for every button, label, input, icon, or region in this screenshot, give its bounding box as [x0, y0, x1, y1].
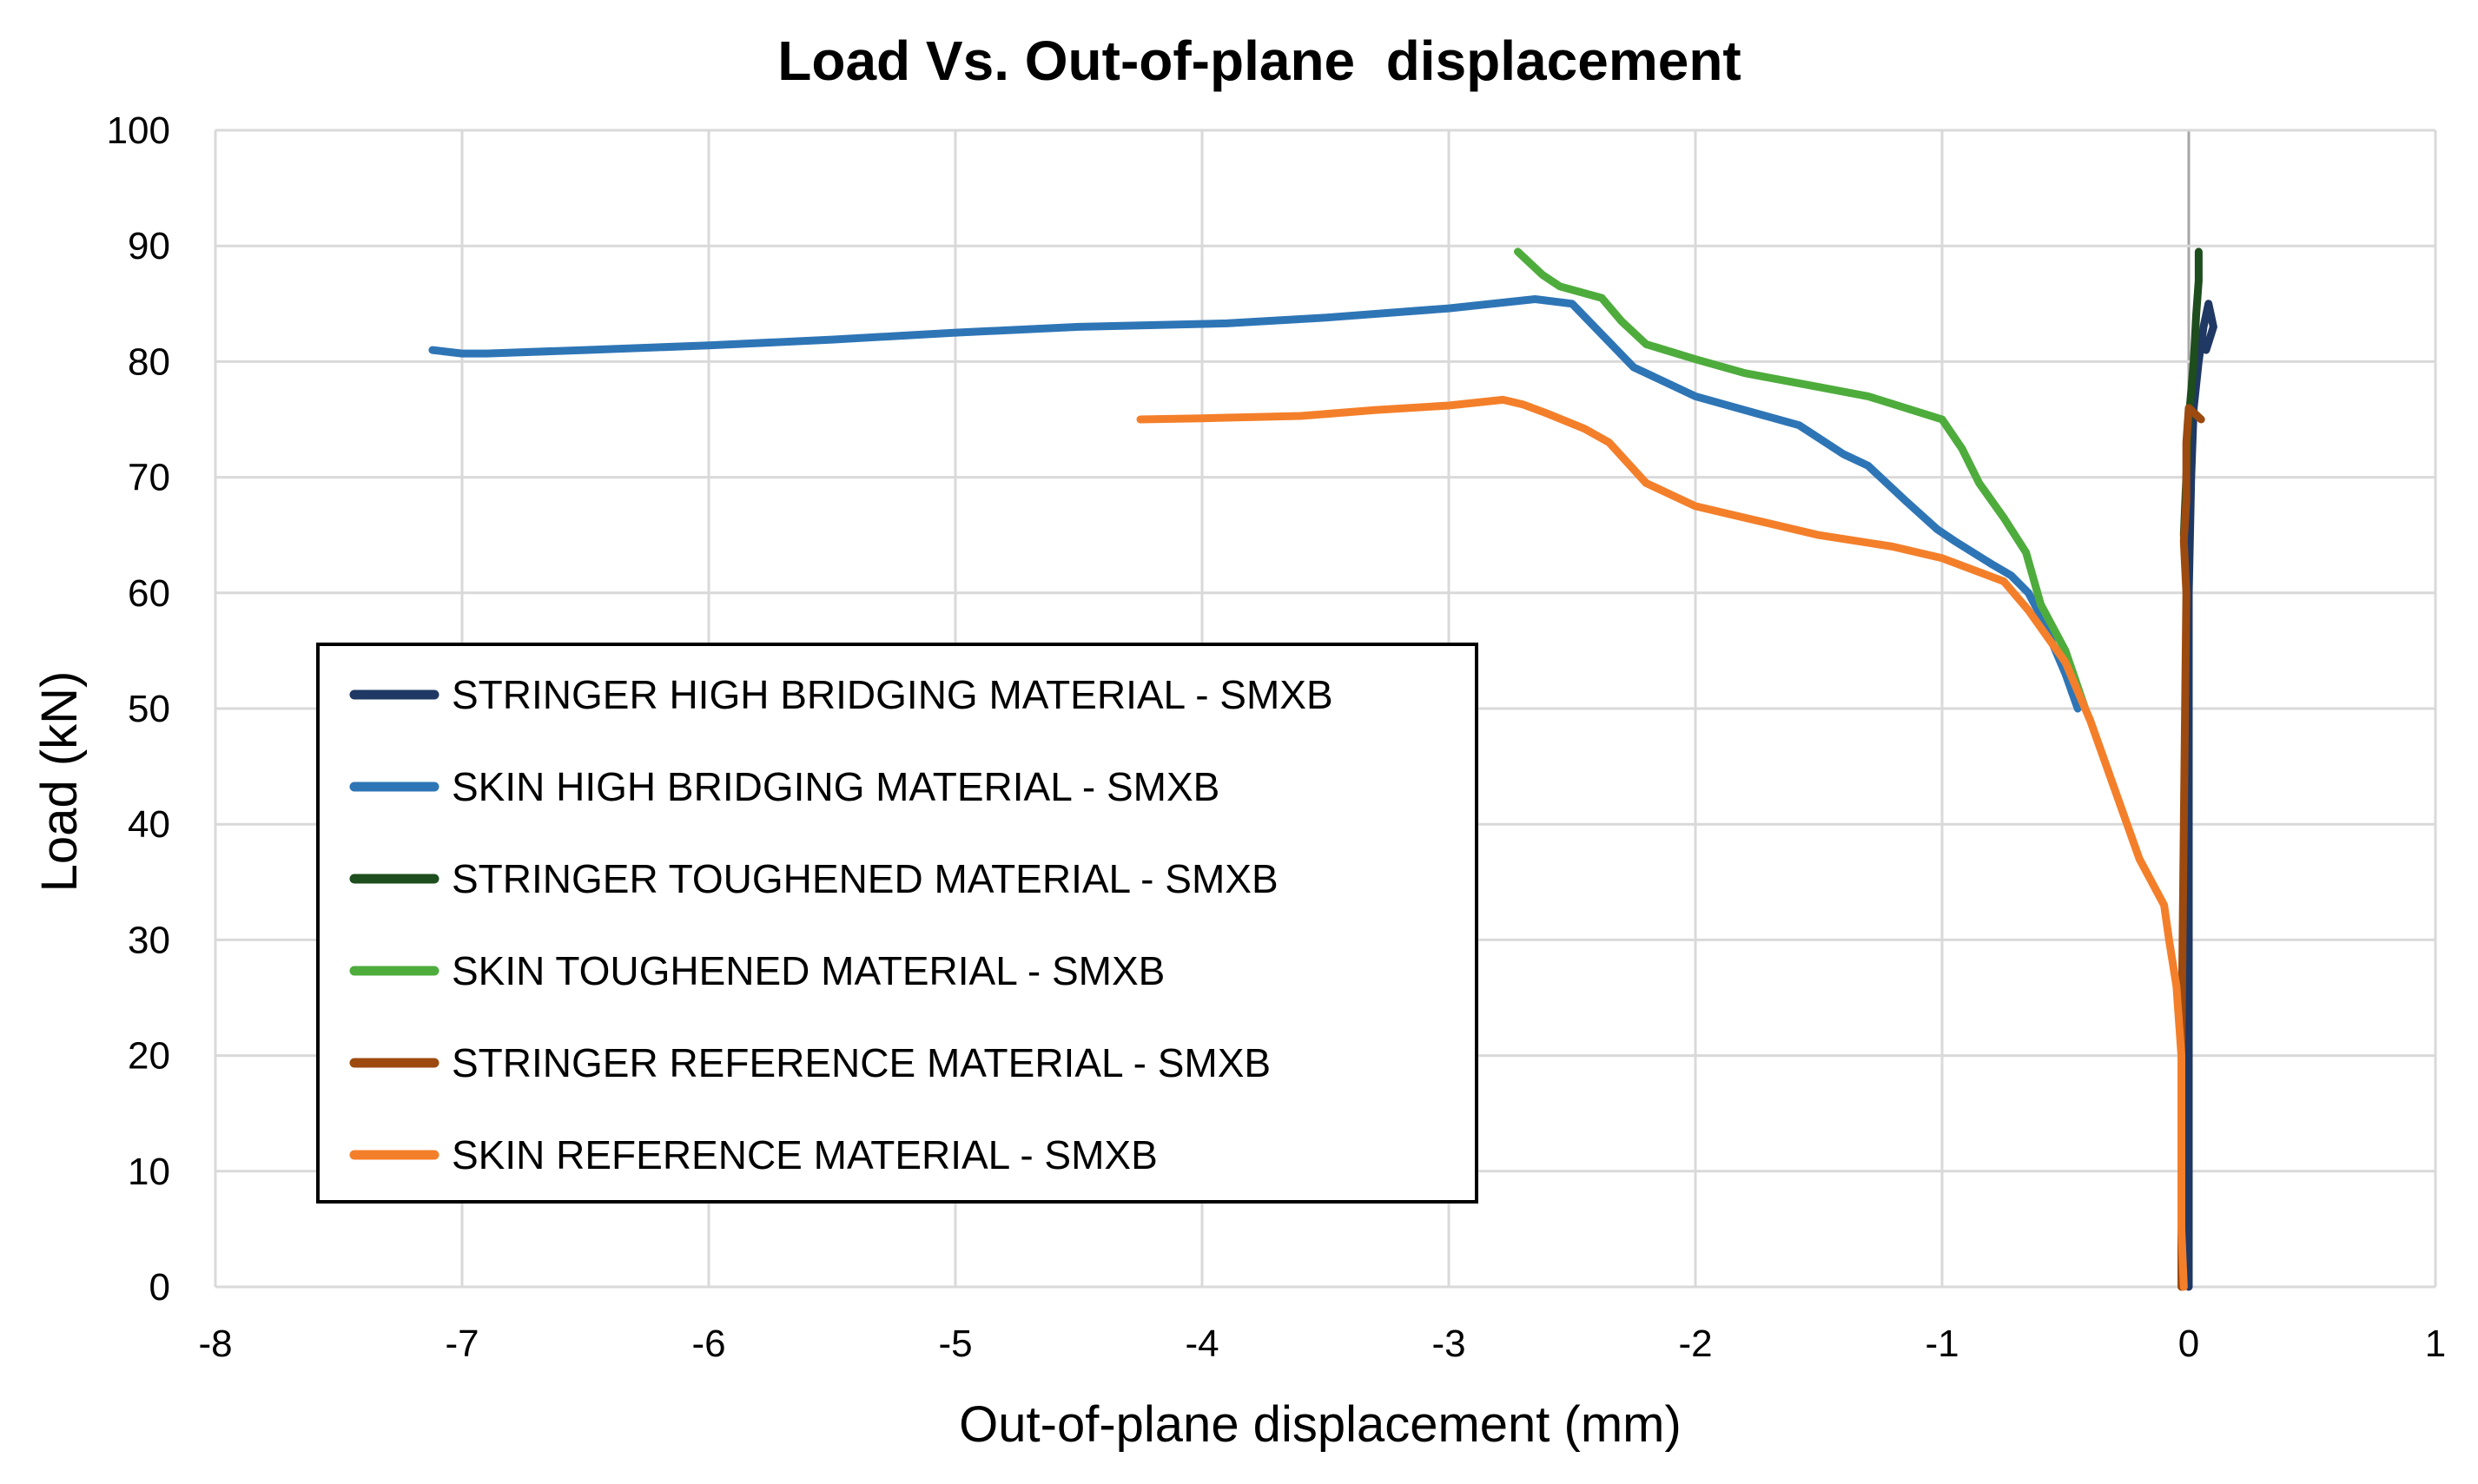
x-tick-label: -4 [1185, 1322, 1219, 1365]
y-tick-label: 20 [128, 1035, 170, 1078]
y-tick-label: 100 [107, 109, 170, 152]
series-lines [428, 247, 2217, 1291]
series-line-1 [2184, 300, 2217, 1291]
y-tick-label: 30 [128, 919, 170, 961]
y-axis-label: Load (kN) [31, 671, 88, 893]
legend-label: SKIN HIGH BRIDGING MATERIAL - SMXB [452, 764, 1219, 809]
legend-label: SKIN REFERENCE MATERIAL - SMXB [452, 1132, 1158, 1177]
legend-label: STRINGER HIGH BRIDGING MATERIAL - SMXB [452, 672, 1333, 717]
x-tick-label: -5 [938, 1322, 972, 1365]
y-tick-label: 0 [149, 1266, 170, 1309]
x-tick-label: -6 [691, 1322, 725, 1365]
x-tick-label: -1 [1925, 1322, 1959, 1365]
legend-label: SKIN TOUGHENED MATERIAL - SMXB [452, 948, 1165, 993]
y-tick-label: 40 [128, 803, 170, 846]
series-line-4 [1514, 247, 2090, 713]
series-line-6 [1136, 395, 2188, 1291]
chart-title: Load Vs. Out-of-plane displacement [777, 30, 1741, 92]
y-tick-label: 50 [128, 688, 170, 730]
x-axis-label: Out-of-plane displacement (mm) [959, 1396, 1682, 1453]
series-line-5 [2177, 404, 2205, 1291]
y-tick-label: 90 [128, 225, 170, 267]
x-tick-label: -8 [198, 1322, 232, 1365]
y-tick-label: 10 [128, 1151, 170, 1193]
y-tick-label: 60 [128, 572, 170, 615]
legend-box [316, 643, 1478, 1204]
x-tick-label: -2 [1678, 1322, 1712, 1365]
x-tick-label: -7 [445, 1322, 479, 1365]
y-tick-label: 80 [128, 340, 170, 383]
legend-label: STRINGER REFERENCE MATERIAL - SMXB [452, 1040, 1271, 1085]
x-tick-label: 0 [2178, 1322, 2199, 1365]
y-tick-label: 70 [128, 457, 170, 499]
x-tick-label: -3 [1431, 1322, 1465, 1365]
legend-label: STRINGER TOUGHENED MATERIAL - SMXB [452, 856, 1279, 901]
series-line-2 [428, 295, 2082, 713]
legend: STRINGER HIGH BRIDGING MATERIAL - SMXB SK… [316, 643, 1478, 1204]
x-tick-label: 1 [2425, 1322, 2446, 1365]
